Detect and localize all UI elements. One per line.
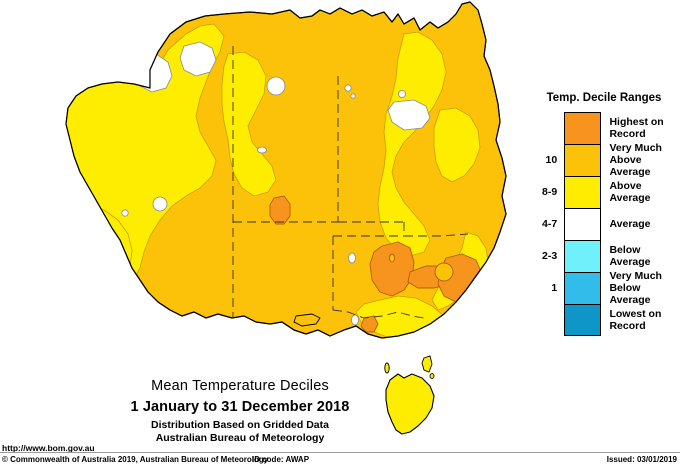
mainland-outline (65, 1, 507, 339)
footer-issued-date: Issued: 03/01/2019 (606, 455, 677, 464)
footer-divider (0, 452, 680, 453)
caption-period: 1 January to 31 December 2018 (130, 398, 350, 415)
footer: © Commonwealth of Australia 2019, Austra… (0, 455, 680, 467)
bom-url[interactable]: http://www.bom.gov.au (2, 443, 95, 453)
kangaroo-island (293, 313, 321, 327)
caption-method: Distribution Based on Gridded Data (151, 419, 329, 432)
caption-title: Mean Temperature Deciles (151, 378, 329, 394)
legend-row: 4-7 Average (520, 208, 680, 240)
legend-row: 10 Very Much Above Average (520, 141, 680, 179)
legend: Temp. Decile Ranges Highest on Record 10… (520, 0, 680, 440)
legend-swatch-above-average (564, 176, 602, 208)
legend-row: 1 Very Much Below Average (520, 269, 680, 307)
map-caption: Mean Temperature Deciles 1 January to 31… (120, 378, 360, 445)
caption-agency: Australian Bureau of Meteorology (155, 432, 325, 445)
legend-title: Temp. Decile Ranges (546, 92, 662, 104)
legend-row: 2-3 Below Average (520, 240, 680, 272)
footer-id-code: ID code: AWAP (252, 455, 310, 464)
australia-decile-map (65, 1, 507, 435)
legend-decile-range: 8-9 (542, 186, 558, 198)
bass-strait-islands (384, 355, 435, 379)
legend-row: Lowest on Record (520, 304, 680, 336)
legend-decile-range: 10 (545, 154, 558, 166)
legend-swatch-below-average (564, 240, 602, 272)
legend-label: Lowest on Record (609, 307, 662, 332)
state-borders (232, 46, 469, 330)
legend-rows: Highest on Record 10 Very Much Above Ave… (520, 112, 680, 336)
legend-label: Very Much Above Average (609, 141, 662, 179)
legend-row: 8-9 Above Average (520, 176, 680, 208)
legend-decile-range: 4-7 (542, 218, 558, 230)
legend-swatch-lowest-on-record (564, 304, 602, 336)
legend-row: Highest on Record (520, 112, 680, 144)
legend-label: Highest on Record (609, 115, 664, 140)
legend-decile-range: 2-3 (542, 250, 558, 262)
legend-decile-range: 1 (551, 282, 558, 294)
tasmania (385, 373, 435, 435)
map-svg (65, 1, 507, 435)
footer-copyright: © Commonwealth of Australia 2019, Austra… (2, 455, 269, 464)
legend-label: Below Average (609, 243, 651, 268)
legend-label: Average (609, 217, 651, 230)
legend-swatch-highest-on-record (564, 112, 602, 144)
legend-swatch-very-much-above-average (564, 144, 602, 176)
legend-label: Above Average (609, 179, 651, 204)
legend-label: Very Much Below Average (609, 269, 662, 307)
legend-swatch-very-much-below-average (564, 272, 602, 304)
legend-swatch-average (564, 208, 602, 240)
